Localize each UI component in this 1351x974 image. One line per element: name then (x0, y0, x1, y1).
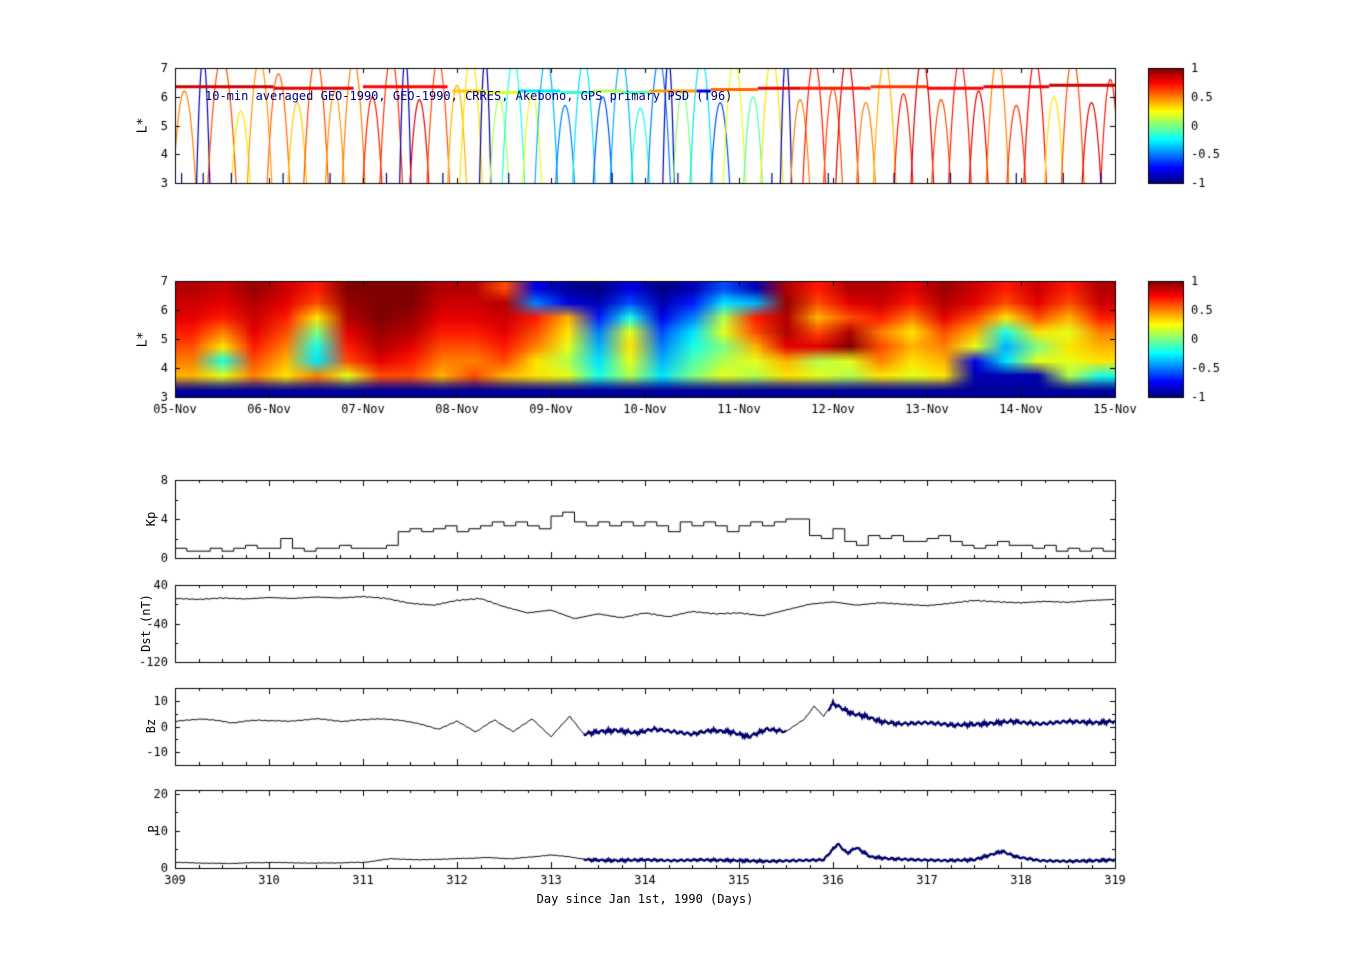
panel1-ylabel: L* (135, 117, 151, 134)
panel5-ylabel: Bz (144, 718, 158, 734)
panel1-title: 10-min averaged GEO-1990, GEO-1990, CRRE… (205, 89, 733, 103)
panel6-ylabel: P (146, 825, 160, 833)
panel4-ylabel: Dst (nT) (139, 594, 153, 652)
xaxis-label: Day since Jan 1st, 1990 (Days) (536, 892, 754, 906)
panel2-ylabel: L* (135, 331, 151, 348)
panel3-ylabel: Kp (144, 511, 158, 527)
